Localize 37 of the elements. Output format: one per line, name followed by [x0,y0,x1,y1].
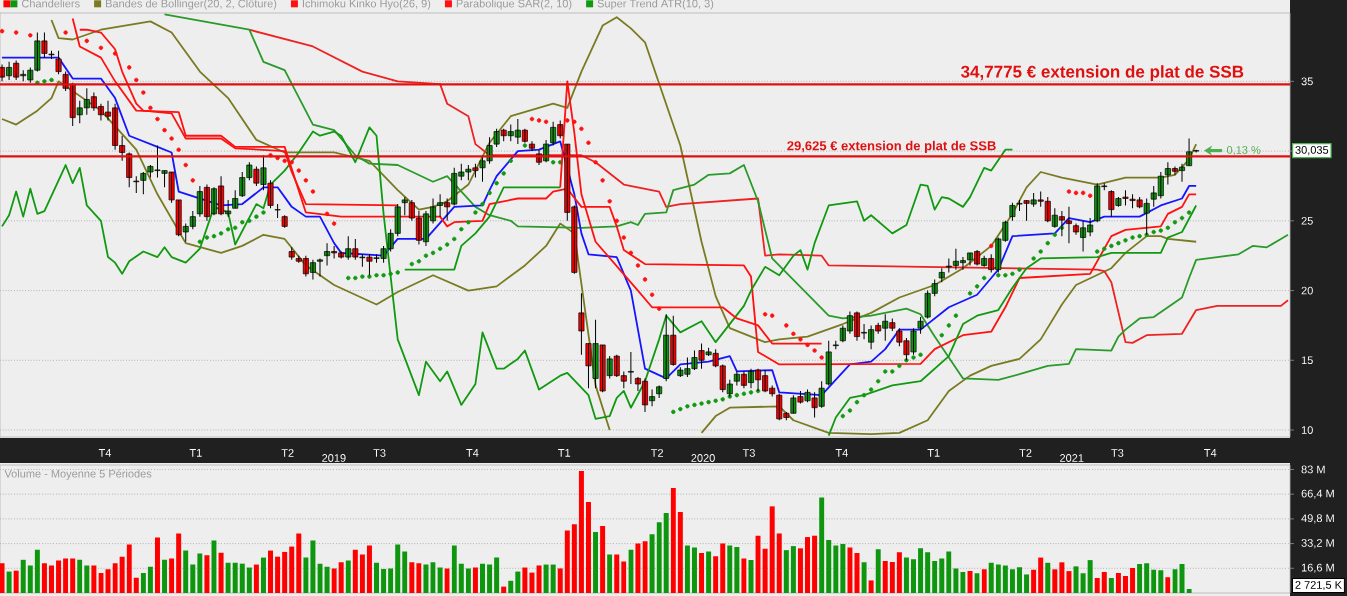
ref-line-label: 34,7775 € extension de plat de SSB [960,65,1244,82]
text: 2021 [1060,454,1084,462]
legend-label: Parabolique SAR(2, 10) [456,0,572,10]
x-tick-label: T3 [373,449,386,457]
chart-title: Volume - Moyenne 5 Périodes [4,469,152,480]
annotation: 30,035 [1295,146,1329,156]
legend-label: Chandeliers [21,0,80,8]
annotation: 0,13 % [1226,146,1261,156]
legend-label: Super Trend ATR(10, 3) [597,0,714,10]
y-tick-label: 25 [1301,216,1313,225]
x-tick-label: T4 [1204,449,1217,457]
x-tick-label: T4 [98,449,112,457]
x-tick-label: T3 [742,449,755,457]
text: 2019 [322,454,346,462]
y-tick-label: 33,2 M [1301,539,1334,549]
y-tick-label: 20 [1301,286,1313,295]
x-tick-label: T2 [1019,449,1032,457]
y-tick-label: 49,8 M [1301,514,1334,524]
ref-line-label: 29,625 € extension de plat de SSB [787,140,996,153]
x-tick-label: T3 [1111,449,1124,457]
x-tick-label: T4 [835,449,848,457]
x-tick-label: T1 [558,449,571,457]
text: 2 721,5 K [1295,581,1342,591]
y-tick-label: 16,6 M [1301,563,1334,573]
x-tick-label: T1 [189,449,202,457]
x-tick-label: T2 [281,449,294,457]
x-tick-label: T2 [650,449,664,457]
y-tick-label: 10 [1301,426,1313,434]
y-tick-label: 15 [1301,356,1313,365]
x-tick-label: T1 [927,449,940,457]
y-tick-label: 35 [1301,77,1313,86]
y-tick-label: 83 M [1301,465,1325,474]
x-tick-label: T4 [466,449,479,457]
y-tick-label: 66,4 M [1301,489,1334,499]
legend-label: Bandes de Bollinger(20, 2, Clôture) [106,0,277,10]
text: 2020 [691,454,715,462]
legend-label: Ichimoku Kinko Hyo(26, 9) [302,0,431,10]
